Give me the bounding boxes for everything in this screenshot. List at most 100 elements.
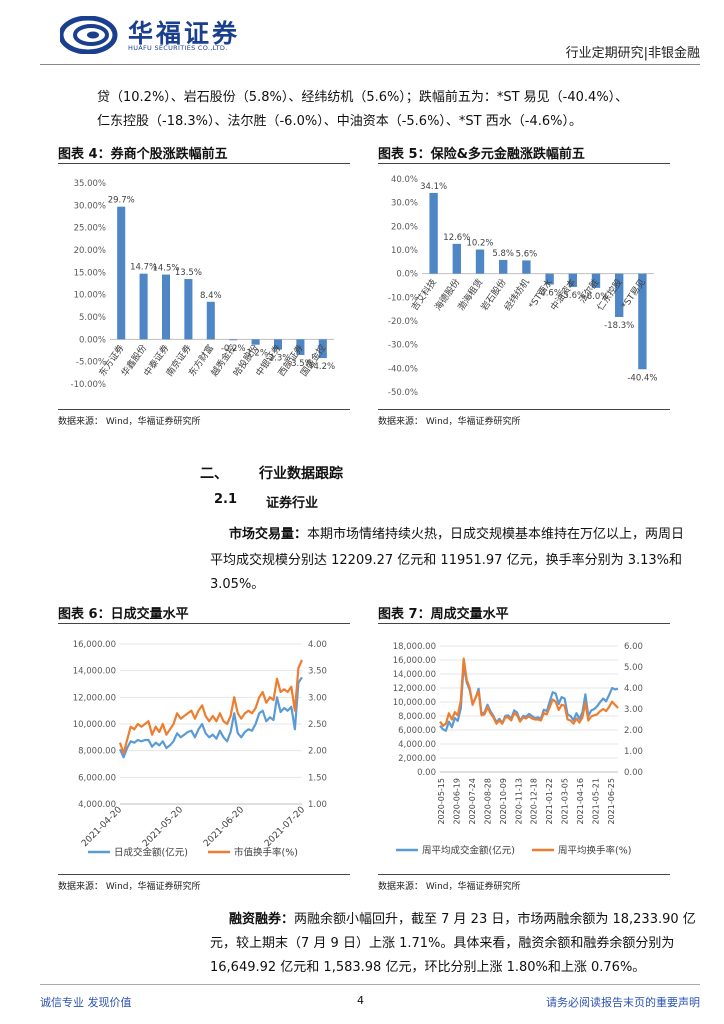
- bar: [318, 339, 327, 359]
- figure-6-title: 图表 6：日成交量水平: [58, 607, 189, 622]
- y2-tick-label: 1.00: [624, 747, 643, 757]
- data-label: -6.0%: [584, 292, 609, 302]
- market-paragraph-line-1: 市场交易量：本期市场情绪持续火热，日成交规模基本维持在万亿以上，两周日: [229, 523, 684, 547]
- y2-tick-label: 1.00: [308, 800, 327, 810]
- y2-tick-label: 2.00: [624, 726, 643, 736]
- y2-tick-label: 3.00: [308, 693, 327, 703]
- y-tick-label: 14,000.00: [73, 667, 116, 677]
- x-tick-label: 2021-04-16: [576, 778, 585, 825]
- figure-6-source: 数据来源： Wind，华福证券研究所: [58, 882, 201, 892]
- y-tick-label: 4,000.00: [398, 740, 436, 750]
- header-divider: [40, 64, 700, 65]
- figure-4-top-rule: [58, 163, 350, 164]
- x-tick-label: 2020-05-15: [437, 778, 446, 825]
- figure-4-title: 图表 4：券商个股涨跌幅前五: [58, 147, 228, 162]
- page-number: 4: [357, 994, 364, 1007]
- x-tick-label: 2021-06-20: [202, 805, 246, 849]
- x-tick-label: 2021-01-22: [545, 778, 554, 825]
- y-tick-label: -10.00%: [71, 380, 106, 390]
- x-tick-label: 2020-10-09: [499, 778, 508, 825]
- y-tick-label: 6,000.00: [398, 726, 436, 736]
- data-label: -4.6%: [537, 289, 562, 299]
- y-tick-label: 10.0%: [391, 246, 418, 256]
- market-text-1: 本期市场情绪持续火热，日成交规模基本维持在万亿以上，两周日: [307, 527, 685, 542]
- y-tick-label: -5.00%: [76, 358, 106, 368]
- bar: [615, 273, 624, 317]
- x-tick-label: 2020-11-13: [514, 778, 523, 825]
- figure-7-bottom-rule: [378, 874, 670, 875]
- figure-5-top-rule: [378, 163, 670, 164]
- y-tick-label: 40.0%: [391, 175, 418, 185]
- bar: [251, 339, 260, 345]
- figure-7-chart: 18,000.00 16,000.00 14,000.00 12,000.00 10,0…: [393, 642, 643, 857]
- y-tick-label: 4,000.00: [78, 800, 116, 810]
- bar: [638, 273, 647, 370]
- bar: [117, 206, 126, 340]
- y2-tick-label: 5.00: [624, 663, 643, 673]
- y-tick-label: 6,000.00: [78, 773, 116, 783]
- margin-paragraph-line-2: 元，较上期末（7 月 9 日）上涨 1.71%。具体来看，融资余额和融券余额分别…: [210, 936, 675, 951]
- bar: [161, 274, 171, 340]
- x-tick-label: 2021-05-20: [141, 805, 185, 849]
- huafu-logo-icon: [60, 16, 118, 54]
- data-label: 10.2%: [466, 239, 493, 249]
- y2-tick-label: 0.00: [624, 768, 643, 778]
- data-label: -18.3%: [604, 321, 634, 331]
- y-tick-label: -10.0%: [388, 293, 418, 303]
- figure-7-top-rule: [378, 623, 670, 624]
- margin-paragraph-line-3: 16,649.92 亿元和 1,583.98 亿元，环比分别上涨 1.80%和上…: [210, 960, 646, 975]
- figure-4-bottom-rule: [58, 409, 350, 410]
- figure-4-chart: 35.00% 30.00% 25.00% 20.00% 15.00% 10.00% 5.00…: [71, 179, 336, 390]
- data-label: -2.3%: [266, 354, 291, 364]
- bar: [452, 243, 461, 274]
- section-2-1-title: 证券行业: [266, 496, 319, 511]
- legend-label: 周平均换手率(%): [558, 845, 631, 857]
- y-tick-label: -50.0%: [388, 388, 418, 398]
- y2-tick-label: 3.00: [624, 705, 643, 715]
- market-paragraph-line-3: 3.05%。: [210, 577, 265, 592]
- data-label: 14.7%: [130, 263, 157, 273]
- y-tick-label: 15.00%: [74, 268, 106, 278]
- y-tick-label: 20.00%: [74, 246, 106, 256]
- logo-english-name: HUAFU SECURITIES CO.,LTD.: [128, 44, 228, 52]
- intro-line-2: 仁东控股（-18.3%）、法尔胜（-6.0%）、中油资本（-5.6%）、*ST …: [97, 114, 582, 129]
- y-tick-label: -30.0%: [388, 341, 418, 351]
- data-label: -4.2%: [310, 362, 335, 372]
- y-tick-label: 18,000.00: [393, 642, 436, 652]
- data-label: 14.5%: [152, 264, 179, 274]
- intro-line-1: 贷（10.2%）、岩石股份（5.8%）、经纬纺机（5.6%）；跌幅前五为：*ST…: [97, 90, 629, 105]
- x-tick-label: 2020-06-19: [452, 778, 461, 825]
- section-2-title: 行业数据跟踪: [259, 466, 343, 482]
- figure-4-source: 数据来源： Wind，华福证券研究所: [58, 417, 201, 427]
- bar: [296, 339, 305, 355]
- y-tick-label: 14,000.00: [393, 670, 436, 680]
- x-tick-label: 2021-06-25: [607, 778, 616, 825]
- margin-label: 融资融券：: [229, 912, 295, 927]
- bar: [522, 260, 531, 274]
- y2-tick-label: 2.00: [308, 747, 327, 757]
- y2-tick-label: 2.50: [308, 720, 327, 730]
- x-tick-label: 2021-07-20: [263, 805, 307, 849]
- y2-tick-label: 4.00: [308, 640, 327, 650]
- figure-7-title: 图表 7：周成交量水平: [378, 607, 509, 622]
- bar: [139, 273, 148, 340]
- margin-text-1: 两融余额小幅回升，截至 7 月 23 日，市场两融余额为 18,233.90 亿: [294, 912, 696, 927]
- logo-chinese-name: 华福证券: [128, 19, 241, 48]
- legend-label: 日成交金额(亿元): [114, 847, 188, 859]
- y-tick-label: -20.0%: [388, 317, 418, 327]
- data-label: -3.5%: [288, 359, 313, 369]
- data-label: 8.4%: [200, 291, 222, 301]
- bar: [591, 273, 601, 288]
- x-tick-label: 2020-07-24: [468, 778, 477, 825]
- data-label: -0.2%: [221, 344, 246, 354]
- figure-5-title: 图表 5：保险&多元金融涨跌幅前五: [378, 147, 585, 162]
- data-label: -1.2%: [243, 349, 268, 359]
- bar: [568, 273, 577, 287]
- data-label: 29.7%: [108, 196, 135, 206]
- y-tick-label: 5.00%: [79, 313, 106, 323]
- y-tick-label: 0.00%: [79, 335, 106, 345]
- figure-5-bottom-rule: [378, 409, 670, 410]
- bar: [545, 273, 554, 285]
- figure-6-bottom-rule: [58, 874, 350, 875]
- y-tick-label: 8,000.00: [398, 712, 436, 722]
